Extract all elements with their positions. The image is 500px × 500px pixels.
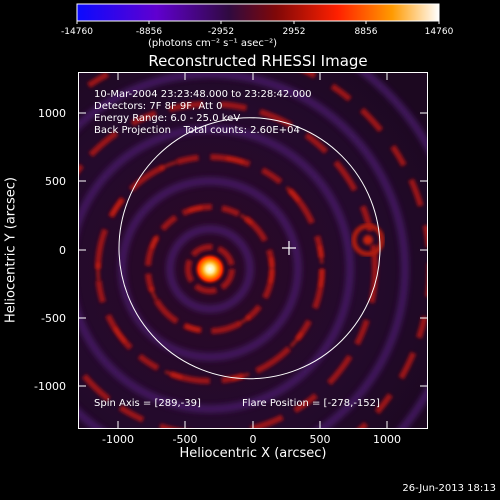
energy-range-text: Energy Range: 6.0 - 25.0 keV xyxy=(94,113,241,124)
x-axis-label: Heliocentric X (arcsec) xyxy=(179,446,327,461)
purple-sidelobes xyxy=(78,72,428,429)
colorbar-ticks xyxy=(76,21,440,24)
footer-date: 26-Jun-2013 18:13 xyxy=(402,483,496,494)
x-tick-label: 500 xyxy=(309,433,331,446)
x-tick-label: -1000 xyxy=(102,433,134,446)
spin-axis-text: Spin Axis = [289,-39] xyxy=(94,398,201,409)
y-axis-ticks xyxy=(78,112,428,387)
y-tick-label: -1000 xyxy=(34,380,66,393)
colorbar xyxy=(76,3,440,24)
y-tick-label: -500 xyxy=(41,312,66,325)
colorbar-tick-label: 14760 xyxy=(424,27,454,37)
y-axis-label: Heliocentric Y (arcsec) xyxy=(3,177,19,323)
colorbar-tick-label: 2952 xyxy=(282,27,306,37)
bright-ring-segments xyxy=(96,155,324,383)
y-tick-label: 0 xyxy=(59,244,66,257)
y-tick-label: 1000 xyxy=(38,107,66,120)
x-tick-label: 1000 xyxy=(373,433,401,446)
y-tick-label: 500 xyxy=(45,175,66,188)
colorbar-tick-label: 8856 xyxy=(354,27,378,37)
solar-limb-circle xyxy=(118,117,381,380)
x-tick-label: 0 xyxy=(249,433,257,446)
flare-position-text: Flare Position = [-278,-152] xyxy=(242,398,380,409)
colorbar-gradient xyxy=(76,3,440,22)
colorbar-tick-label: -2952 xyxy=(207,27,235,37)
colorbar-tick-label: -8856 xyxy=(135,27,163,37)
image-background xyxy=(78,72,428,429)
detectors-text: Detectors: 7F 8F 9F, Att 0 xyxy=(94,101,223,112)
spin-axis-marker xyxy=(282,241,296,255)
flare-source xyxy=(194,253,226,285)
method-counts-text: Back Projection Total counts: 2.60E+04 xyxy=(94,125,300,136)
rhessi-image xyxy=(78,72,428,429)
secondary-source xyxy=(351,223,385,257)
x-tick-label: -500 xyxy=(172,433,198,446)
colorbar-tick-label: -14760 xyxy=(61,27,93,37)
plot-title: Reconstructed RHESSI Image xyxy=(148,52,368,70)
x-axis-ticks xyxy=(117,72,388,429)
colorbar-unit-label: (photons cm⁻² s⁻¹ asec⁻²) xyxy=(148,38,278,49)
time-range-text: 10-Mar-2004 23:23:48.000 to 23:28:42.000 xyxy=(94,89,312,100)
